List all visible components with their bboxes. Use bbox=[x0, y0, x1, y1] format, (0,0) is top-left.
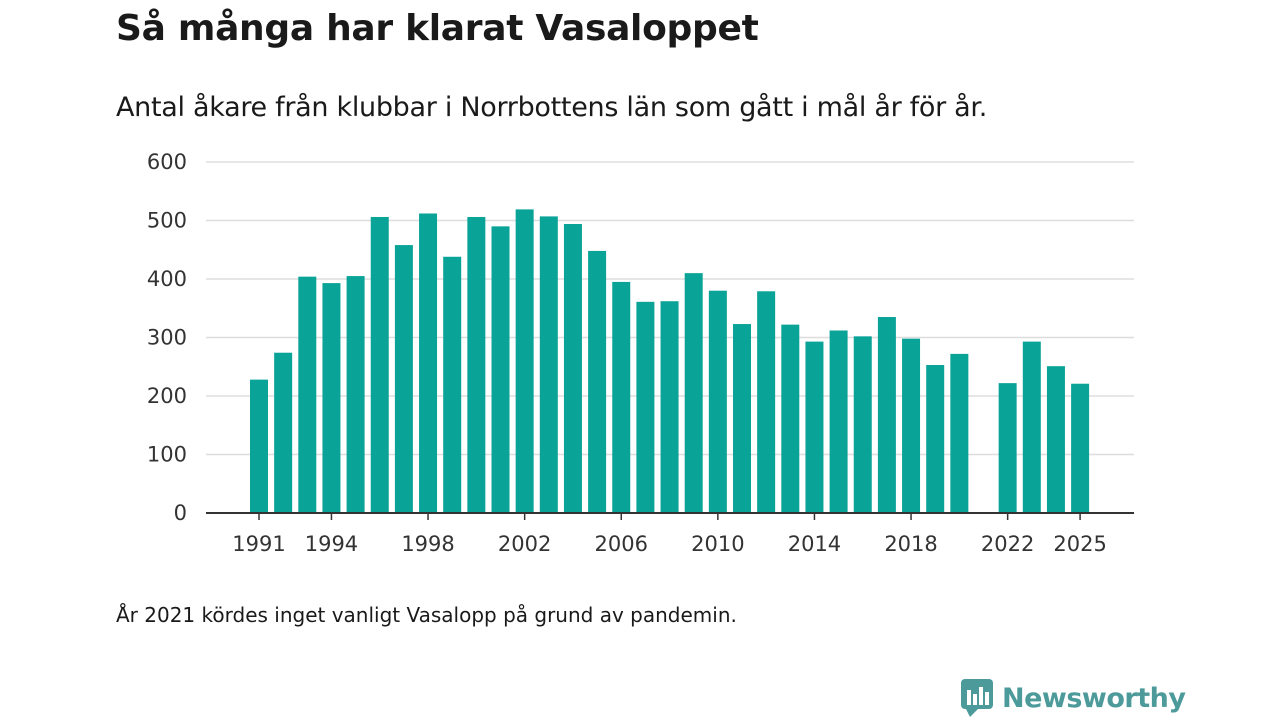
bar-2007 bbox=[636, 301, 655, 513]
bar-2000 bbox=[467, 216, 486, 514]
x-tick-label: 2022 bbox=[981, 532, 1034, 556]
bars bbox=[250, 209, 1090, 514]
bar-2023 bbox=[1022, 341, 1041, 513]
y-tick-label: 200 bbox=[147, 384, 187, 408]
x-tick-label: 1991 bbox=[232, 532, 285, 556]
bar-1991 bbox=[250, 379, 268, 513]
bar-1992 bbox=[274, 352, 293, 513]
y-tick-label: 400 bbox=[147, 267, 187, 291]
newsworthy-logo-icon bbox=[961, 679, 993, 717]
y-tick-label: 500 bbox=[147, 209, 187, 233]
bar-2001 bbox=[491, 226, 510, 513]
y-tick-label: 100 bbox=[147, 443, 187, 467]
brand-logo: Newsworthy bbox=[960, 678, 1186, 718]
x-tick-label: 2025 bbox=[1053, 532, 1106, 556]
bar-2012 bbox=[757, 291, 776, 513]
bar-2019 bbox=[926, 364, 945, 513]
footnote: År 2021 kördes inget vanligt Vasalopp på… bbox=[116, 603, 737, 627]
bar-2002 bbox=[515, 209, 534, 513]
bar-2018 bbox=[902, 338, 921, 513]
bar-1996 bbox=[370, 216, 389, 514]
y-axis-ticks: 0 100 200 300 400 500 600 bbox=[147, 150, 187, 525]
bar-2015 bbox=[829, 330, 848, 513]
bar-1993 bbox=[298, 276, 317, 513]
x-tick-label: 1994 bbox=[305, 532, 358, 556]
bar-1994 bbox=[322, 283, 341, 513]
bar-2006 bbox=[612, 281, 631, 513]
bar-1997 bbox=[394, 245, 413, 513]
y-tick-label: 0 bbox=[174, 501, 187, 525]
bar-2024 bbox=[1046, 366, 1065, 513]
bar-2005 bbox=[588, 250, 607, 514]
x-tick-label: 2014 bbox=[788, 532, 841, 556]
y-tick-label: 300 bbox=[147, 326, 187, 350]
bar-2009 bbox=[684, 273, 703, 513]
x-tick-label: 2002 bbox=[498, 532, 551, 556]
chart-subtitle: Antal åkare från klubbar i Norrbottens l… bbox=[116, 92, 988, 123]
bar-2011 bbox=[733, 324, 751, 513]
bar-2010 bbox=[708, 290, 727, 513]
bar-2004 bbox=[563, 224, 582, 513]
x-axis: 1991 1994 1998 2002 2006 2010 2014 2018 2022 2025 bbox=[206, 512, 1134, 556]
x-tick-label: 2006 bbox=[595, 532, 648, 556]
bar-2016 bbox=[853, 336, 872, 513]
bar-2014 bbox=[805, 341, 824, 513]
x-tick-label: 2010 bbox=[691, 532, 744, 556]
bar-1999 bbox=[443, 256, 462, 513]
bar-2013 bbox=[781, 324, 800, 513]
bar-2020 bbox=[950, 353, 969, 513]
bar-1998 bbox=[419, 213, 438, 514]
bar-2017 bbox=[877, 317, 896, 513]
x-tick-label: 1998 bbox=[401, 532, 454, 556]
bar-1995 bbox=[346, 276, 365, 513]
bar-2022 bbox=[998, 383, 1017, 513]
chart-title: Så många har klarat Vasaloppet bbox=[116, 8, 759, 49]
y-tick-label: 600 bbox=[147, 150, 187, 174]
x-tick-label: 2018 bbox=[884, 532, 937, 556]
bar-2025 bbox=[1071, 383, 1090, 513]
bar-2008 bbox=[660, 301, 679, 513]
bar-chart: 0 100 200 300 400 500 600 1991 1994 1998 2002 2006… bbox=[147, 150, 1134, 556]
bar-2003 bbox=[539, 216, 558, 513]
brand-name: Newsworthy bbox=[1002, 682, 1186, 714]
